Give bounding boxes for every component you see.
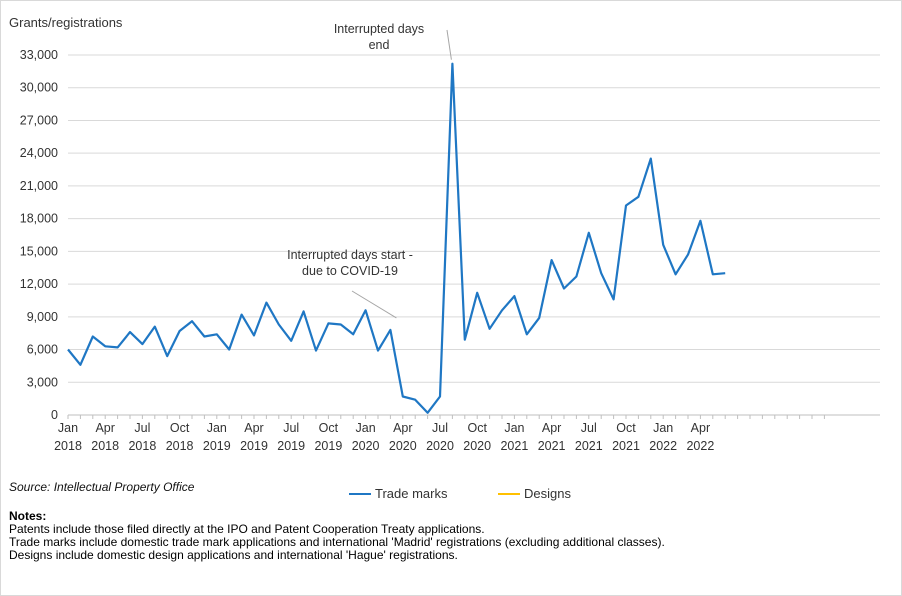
- notes-block: Notes: Patents include those filed direc…: [9, 510, 665, 562]
- annotation-leader: [351, 290, 397, 319]
- legend-item-trade-marks: Trade marks: [349, 486, 447, 501]
- y-tick-label: 9,000: [27, 310, 58, 324]
- notes-line: Patents include those filed directly at …: [9, 522, 485, 536]
- x-tick-label: Jul: [432, 421, 448, 435]
- y-tick-label: 21,000: [20, 179, 58, 193]
- legend-label: Trade marks: [375, 486, 448, 501]
- legend-swatch: [498, 492, 520, 495]
- x-tick-label: 2022: [649, 439, 677, 453]
- x-tick-label: 2020: [352, 439, 380, 453]
- y-tick-label: 6,000: [27, 343, 58, 357]
- x-tick-label: 2018: [54, 439, 82, 453]
- x-tick-label: 2018: [166, 439, 194, 453]
- x-tick-label: Apr: [542, 421, 561, 435]
- chart-plot: 0 3,000 6,000 9,000 12,000 15,000 18,000 21,000…: [20, 29, 880, 453]
- source-note: Source: Intellectual Property Office: [9, 480, 195, 494]
- x-tick-label: 2022: [686, 439, 714, 453]
- y-tick-label: 12,000: [20, 277, 58, 291]
- x-tick-label: Oct: [319, 421, 339, 435]
- x-tick-label: 2019: [203, 439, 231, 453]
- series-line-trade-marks: [67, 62, 726, 414]
- x-tick-label: Jan: [653, 421, 673, 435]
- x-tick-label: Oct: [170, 421, 190, 435]
- legend-item-designs: Designs: [498, 486, 571, 501]
- x-tick-label: 2019: [314, 439, 342, 453]
- annotation-line: Interrupted days start -: [287, 248, 413, 262]
- y-tick-label: 24,000: [20, 146, 58, 160]
- x-tick-label: 2020: [426, 439, 454, 453]
- x-tick-label: Apr: [691, 421, 710, 435]
- x-tick-label: 2018: [91, 439, 119, 453]
- x-tick-label: 2018: [128, 439, 156, 453]
- x-tick-label: Apr: [95, 421, 114, 435]
- x-tick-label: 2020: [389, 439, 417, 453]
- y-tick-label: 33,000: [20, 48, 58, 62]
- x-tick-label: 2021: [538, 439, 566, 453]
- x-tick-label: Jul: [283, 421, 299, 435]
- notes-line: Designs include domestic design applicat…: [9, 548, 458, 562]
- notes-line: Trade marks include domestic trade mark …: [9, 535, 665, 549]
- x-tick-label: 2020: [463, 439, 491, 453]
- x-tick-label: Jul: [134, 421, 150, 435]
- annotation-line: due to COVID-19: [302, 264, 398, 278]
- y-tick-label: 0: [51, 408, 58, 422]
- annotation-line: end: [368, 38, 390, 52]
- x-tick-label: Jul: [581, 421, 597, 435]
- x-tick-label: 2021: [612, 439, 640, 453]
- x-tick-label: Jan: [58, 421, 78, 435]
- x-tick-label: Jan: [504, 421, 524, 435]
- x-tick-label: Oct: [467, 421, 487, 435]
- x-tick-label: Apr: [244, 421, 263, 435]
- notes-title: Notes:: [9, 509, 47, 523]
- y-tick-label: 15,000: [20, 244, 58, 258]
- x-tick-label: 2019: [240, 439, 268, 453]
- legend-swatch: [349, 492, 371, 495]
- x-tick-label: Apr: [393, 421, 412, 435]
- x-tick-label: 2019: [277, 439, 305, 453]
- y-tick-label: 3,000: [27, 375, 58, 389]
- annotation-line: Interrupted days: [333, 22, 425, 36]
- annotation-interrupted-end: Interrupted days end: [326, 21, 432, 53]
- x-tick-label: Jan: [356, 421, 376, 435]
- x-tick-label: Oct: [616, 421, 636, 435]
- legend-label: Designs: [524, 486, 571, 501]
- annotation-leader: [446, 29, 452, 60]
- x-tick-label: Jan: [207, 421, 227, 435]
- y-axis-title: Grants/registrations: [9, 15, 123, 30]
- x-tick-label: 2021: [500, 439, 528, 453]
- x-tick-label: 2021: [575, 439, 603, 453]
- y-tick-label: 18,000: [20, 212, 58, 226]
- annotation-interrupted-start: Interrupted days start - due to COVID-19: [277, 247, 423, 279]
- y-tick-label: 27,000: [20, 113, 58, 127]
- y-tick-label: 30,000: [20, 81, 58, 95]
